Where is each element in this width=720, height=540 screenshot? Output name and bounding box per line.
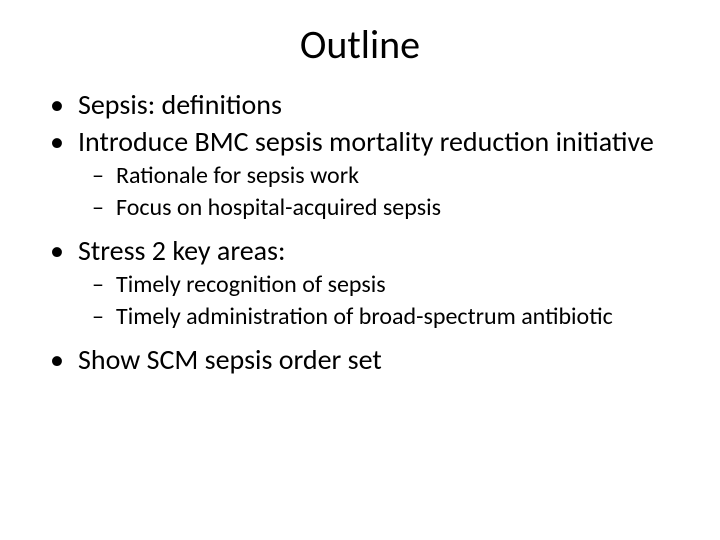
bullet-marker: • <box>50 233 78 268</box>
bullet-text: Sepsis: definitions <box>78 87 680 122</box>
bullet-level2: – Timely recognition of sepsis <box>92 270 680 300</box>
bullet-level1: • Introduce BMC sepsis mortality reducti… <box>50 124 680 159</box>
spacer <box>50 225 680 233</box>
slide-container: Outline • Sepsis: definitions • Introduc… <box>0 0 720 540</box>
bullet-text: Rationale for sepsis work <box>116 161 680 191</box>
bullet-text: Introduce BMC sepsis mortality reduction… <box>78 124 680 159</box>
bullet-level1: • Sepsis: definitions <box>50 87 680 122</box>
bullet-level1: • Stress 2 key areas: <box>50 233 680 268</box>
bullet-level1: • Show SCM sepsis order set <box>50 342 680 377</box>
dash-marker: – <box>92 270 116 300</box>
bullet-text: Timely recognition of sepsis <box>116 270 680 300</box>
slide-title: Outline <box>40 20 680 69</box>
bullet-text: Show SCM sepsis order set <box>78 342 680 377</box>
bullet-marker: • <box>50 87 78 122</box>
bullet-marker: • <box>50 124 78 159</box>
bullet-level2: – Rationale for sepsis work <box>92 161 680 191</box>
dash-marker: – <box>92 161 116 191</box>
bullet-marker: • <box>50 342 78 377</box>
bullet-text: Timely administration of broad-spectrum … <box>116 302 680 332</box>
dash-marker: – <box>92 302 116 332</box>
bullet-level2: – Timely administration of broad-spectru… <box>92 302 680 332</box>
slide-content: • Sepsis: definitions • Introduce BMC se… <box>40 87 680 377</box>
spacer <box>50 334 680 342</box>
bullet-level2: – Focus on hospital-acquired sepsis <box>92 193 680 223</box>
bullet-text: Focus on hospital-acquired sepsis <box>116 193 680 223</box>
bullet-text: Stress 2 key areas: <box>78 233 680 268</box>
dash-marker: – <box>92 193 116 223</box>
